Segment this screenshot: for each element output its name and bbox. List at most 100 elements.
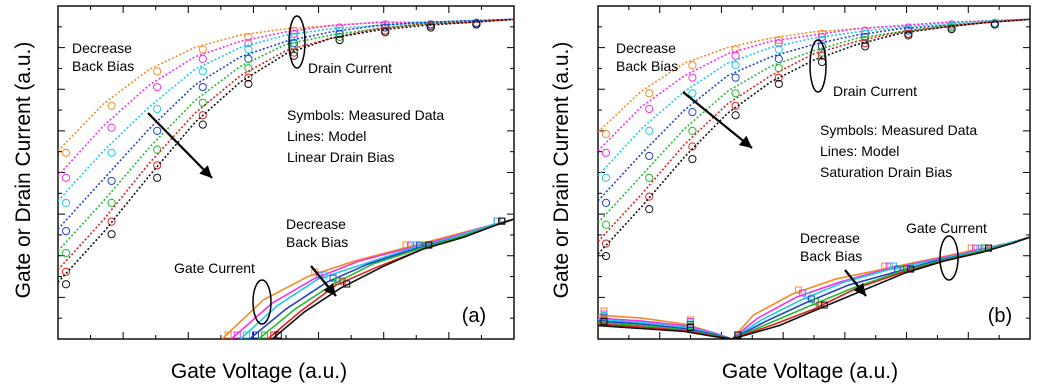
drain-measured-point <box>861 42 870 51</box>
gate-measured-point <box>261 331 269 339</box>
drain-measured-point <box>774 79 783 89</box>
gate-current-marker <box>939 235 959 281</box>
drain-measured-point <box>645 173 654 182</box>
drain-measured-point <box>645 192 654 201</box>
drain-measured-point <box>244 54 253 63</box>
drain-measured-point <box>518 18 525 25</box>
drain-measured-point <box>472 20 481 29</box>
drain-measured-point <box>61 173 71 182</box>
axis-ticks <box>58 5 514 340</box>
drain-measured-point <box>601 198 611 207</box>
drain-measured-point <box>244 79 253 89</box>
legend-text: Symbols: Measured Data Lines: Model Linear… <box>287 107 444 165</box>
decrease-back-bias-top-label: Decrease Back Bias <box>72 40 134 74</box>
drain-measured-point <box>61 148 71 157</box>
drain-measured-point <box>518 18 525 25</box>
drain-measured-point <box>688 73 697 82</box>
drain-measured-point <box>1034 18 1039 25</box>
drain-measured-point <box>198 120 207 129</box>
drain-measured-point <box>107 123 116 132</box>
drain-measured-point <box>1034 18 1039 25</box>
drain-measured-point <box>61 198 71 207</box>
drain-measured-point <box>198 111 207 120</box>
gate-measured-point <box>498 217 506 225</box>
drain-current-marker <box>288 15 306 69</box>
drain-measured-point <box>153 145 162 154</box>
gate-measured-point <box>224 331 232 339</box>
drain-measured-point <box>731 45 740 54</box>
drain-measured-point <box>947 25 956 34</box>
gate-measured-point <box>252 331 260 339</box>
drain-measured-point <box>153 126 162 135</box>
gate-measured-point <box>320 271 328 279</box>
drain-measured-point <box>861 36 870 45</box>
drain-model-line <box>58 18 514 202</box>
drain-measured-point <box>774 73 783 82</box>
drain-measured-point <box>1034 18 1039 25</box>
drain-measured-point <box>244 73 253 82</box>
gate-measured-point <box>820 301 828 309</box>
drain-measured-point <box>107 217 116 226</box>
drain-measured-point <box>244 64 253 73</box>
drain-measured-point <box>645 89 654 98</box>
drain-measured-point <box>645 104 654 114</box>
drain-measured-point <box>688 154 697 164</box>
drain-measured-point <box>198 54 207 63</box>
decrease-back-bias-arrow-top <box>682 91 753 149</box>
panel-b: Symbols: Measured Data Lines: Model Satura… <box>597 5 1039 340</box>
drain-measured-point <box>518 18 525 25</box>
decrease-back-bias-bottom-label: Decrease Back Bias <box>286 216 348 250</box>
plot-area <box>58 18 525 339</box>
drain-measured-point <box>731 73 740 82</box>
drain-measured-point <box>289 32 299 42</box>
y-axis-label-b: Gate or Drain Current (a.u.) <box>550 42 573 299</box>
gate-measured-point <box>242 331 250 339</box>
drain-measured-point <box>645 205 654 214</box>
drain-measured-point <box>688 126 697 135</box>
decrease-back-bias-top-label: Decrease Back Bias <box>616 40 678 74</box>
drain-measured-point <box>645 151 654 161</box>
drain-measured-point <box>731 61 740 70</box>
drain-measured-point <box>1034 18 1039 25</box>
drain-measured-point <box>153 82 162 92</box>
drain-measured-point <box>731 89 740 98</box>
drain-measured-point <box>904 31 913 40</box>
drain-measured-point <box>198 98 207 107</box>
drain-measured-point <box>601 129 611 139</box>
gate-current-marker <box>252 279 272 325</box>
drain-model-line <box>58 18 514 271</box>
drain-measured-point <box>518 18 525 25</box>
gate-measured-point <box>1033 230 1039 236</box>
arrowhead-bottom <box>853 282 866 296</box>
panel-label: (a) <box>462 305 486 327</box>
drain-measured-point <box>688 107 697 117</box>
drain-model-line <box>58 18 514 230</box>
drain-measured-point <box>153 161 162 170</box>
gate-model-line <box>598 236 1030 339</box>
drain-measured-point <box>1034 18 1039 25</box>
drain-measured-point <box>731 51 740 60</box>
y-axis-label-a: Gate or Drain Current (a.u.) <box>12 42 35 299</box>
drain-measured-point <box>153 67 162 76</box>
drain-measured-point <box>861 39 870 48</box>
drain-measured-point <box>518 18 525 25</box>
drain-measured-point <box>601 173 611 182</box>
drain-measured-point <box>153 104 162 114</box>
drain-measured-point <box>688 61 697 70</box>
drain-measured-point <box>774 45 783 54</box>
gate-measured-point <box>233 331 241 339</box>
drain-measured-point <box>335 36 344 45</box>
gate-measured-point <box>1033 230 1039 236</box>
drain-measured-point <box>990 20 999 29</box>
drain-current-label: Drain Current <box>308 60 392 76</box>
drain-measured-point <box>107 101 116 110</box>
drain-measured-point <box>244 32 253 42</box>
gate-measured-point <box>984 244 992 252</box>
drain-measured-point <box>1034 18 1039 25</box>
drain-measured-point <box>688 142 697 151</box>
panel-label: (b) <box>988 305 1012 327</box>
drain-measured-point <box>244 45 253 54</box>
drain-measured-point <box>426 23 435 32</box>
gate-measured-point <box>1033 230 1039 236</box>
